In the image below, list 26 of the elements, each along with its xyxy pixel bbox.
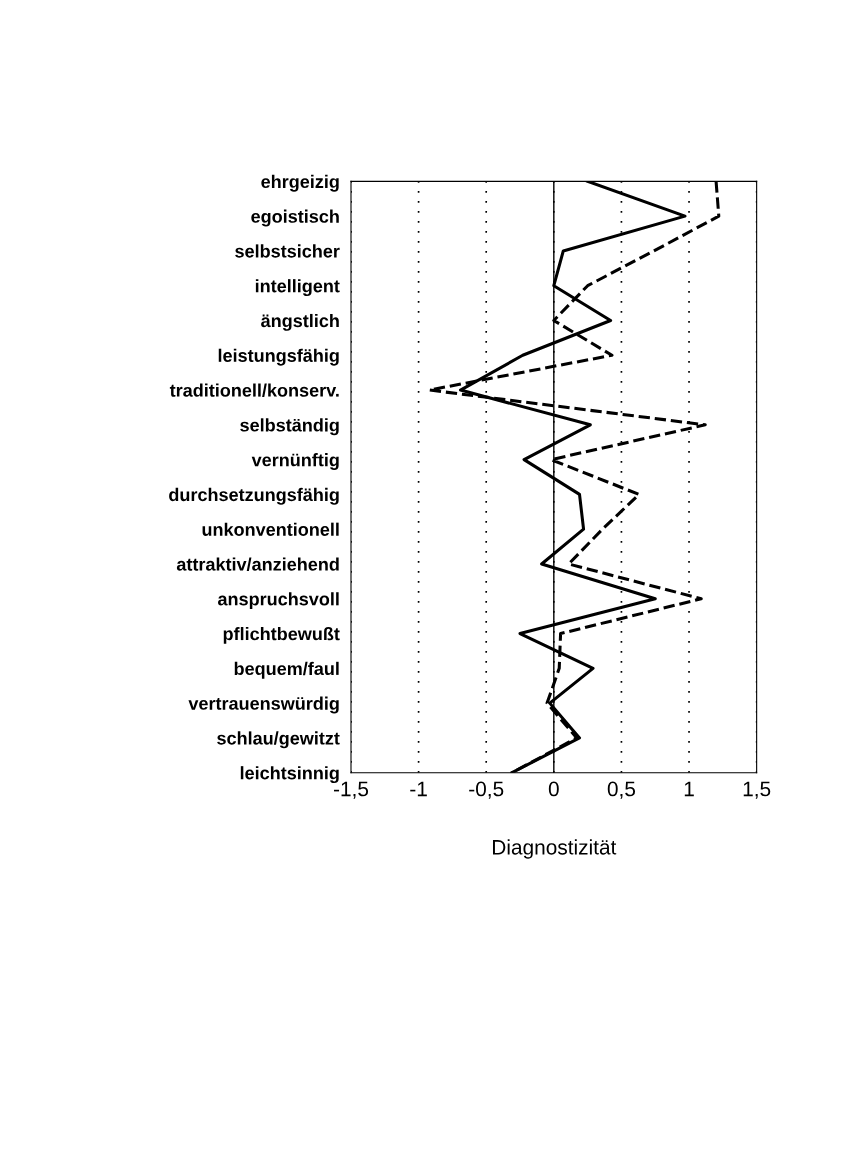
- y-tick-label: vertrauenswürdig: [188, 696, 339, 714]
- x-tick-label: 1,5: [743, 781, 771, 799]
- y-tick-label: egoistisch: [251, 209, 339, 227]
- y-tick-label: traditionell/konserv.: [169, 383, 339, 397]
- y-tick-label: intelligent: [255, 279, 340, 297]
- y-tick-label: anspruchsvoll: [218, 592, 339, 610]
- y-tick-label: attraktiv/anziehend: [176, 557, 339, 571]
- x-tick-label: 0: [548, 781, 559, 797]
- y-tick-label: bequem/faul: [234, 661, 339, 679]
- x-tick-label: 1: [684, 781, 694, 797]
- x-tick-label: 0,5: [607, 781, 636, 799]
- x-tick-label: -1: [410, 781, 427, 797]
- y-tick-label: schlau/gewitzt: [217, 731, 340, 749]
- x-axis-title: Diagnostizität: [493, 839, 617, 859]
- y-tick-label: leistungsfähig: [218, 348, 339, 366]
- x-tick-label: -0,5: [469, 781, 504, 799]
- y-tick-label: durchsetzungsfähig: [169, 487, 339, 505]
- x-tick-label: -1,5: [333, 781, 369, 799]
- y-tick-label: unkonventionell: [202, 522, 339, 536]
- y-tick-label: vernünftig: [251, 453, 339, 470]
- y-tick-label: pflichtbewußt: [223, 627, 340, 644]
- y-tick-label: ehrgeizig: [261, 174, 339, 192]
- y-tick-label: selbstsicher: [235, 244, 340, 258]
- y-tick-label: selbständig: [240, 418, 339, 436]
- y-tick-label: ängstlich: [261, 313, 339, 331]
- y-tick-label: leichtsinnig: [240, 766, 339, 784]
